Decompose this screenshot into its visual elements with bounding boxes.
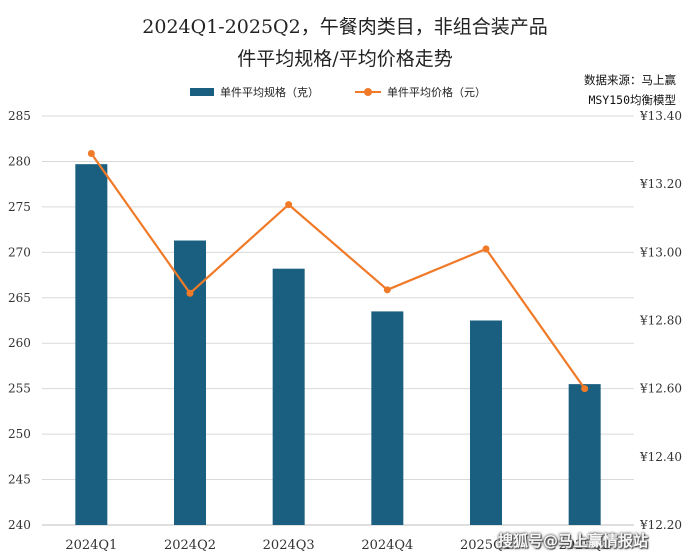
bar	[568, 384, 601, 525]
y-left-tick-label: 275	[8, 200, 31, 214]
bar	[470, 320, 502, 525]
bar	[371, 311, 404, 525]
legend-line-label: 单件平均价格（元）	[387, 86, 486, 99]
y-right-tick-label: ¥13.00	[639, 245, 682, 259]
y-right-tick-label: ¥13.20	[639, 177, 682, 191]
y-right-tick-label: ¥12.40	[639, 450, 682, 464]
y-left-tick-label: 280	[8, 154, 31, 168]
x-tick-label: 2025Q1	[460, 538, 512, 553]
x-tick-label: 2024Q4	[361, 538, 413, 553]
y-left-tick-label: 270	[8, 245, 31, 259]
chart-title-line2: 件平均规格/平均价格走势	[237, 48, 453, 70]
y-left-tick-label: 245	[8, 473, 31, 487]
bar	[272, 268, 305, 525]
bar	[75, 164, 108, 525]
price-point	[186, 289, 194, 297]
price-point	[87, 149, 95, 157]
legend-item-line: 单件平均价格（元）	[355, 84, 486, 100]
y-right-tick-label: ¥13.40	[639, 109, 682, 123]
x-tick-label: 2025Q2	[559, 538, 611, 553]
legend-bar-label: 单件平均规格（克）	[220, 86, 319, 99]
y-left-tick-label: 285	[8, 109, 31, 123]
source-note: 数据来源：马上赢	[584, 73, 676, 87]
y-left-tick-label: 260	[8, 336, 31, 350]
bar	[174, 240, 206, 526]
y-left-tick-label: 265	[8, 291, 31, 305]
legend: 单件平均规格（克） 单件平均价格（元）	[190, 84, 522, 100]
x-tick-label: 2024Q2	[164, 538, 216, 553]
legend-line-swatch	[355, 88, 381, 96]
x-tick-label: 2024Q1	[65, 538, 117, 553]
chart-title-line1: 2024Q1-2025Q2，午餐肉类目，非组合装产品	[142, 16, 548, 38]
y-right-tick-label: ¥12.60	[639, 382, 682, 396]
watermark: 搜狐号@马上赢情报站	[498, 532, 649, 550]
price-point	[383, 286, 391, 294]
y-left-tick-label: 255	[8, 382, 31, 396]
x-tick-label: 2024Q3	[263, 538, 315, 553]
legend-bar-swatch	[190, 88, 214, 96]
y-left-tick-label: 240	[8, 518, 31, 532]
price-line	[90, 152, 586, 390]
model-note: MSY150均衡模型	[588, 93, 676, 107]
price-point	[285, 201, 293, 209]
price-point	[581, 385, 589, 393]
y-left-tick-label: 250	[8, 427, 31, 441]
price-point	[482, 245, 490, 253]
y-right-tick-label: ¥12.80	[639, 314, 682, 328]
legend-item-bar: 单件平均规格（克）	[190, 84, 319, 100]
y-right-tick-label: ¥12.20	[639, 518, 682, 532]
